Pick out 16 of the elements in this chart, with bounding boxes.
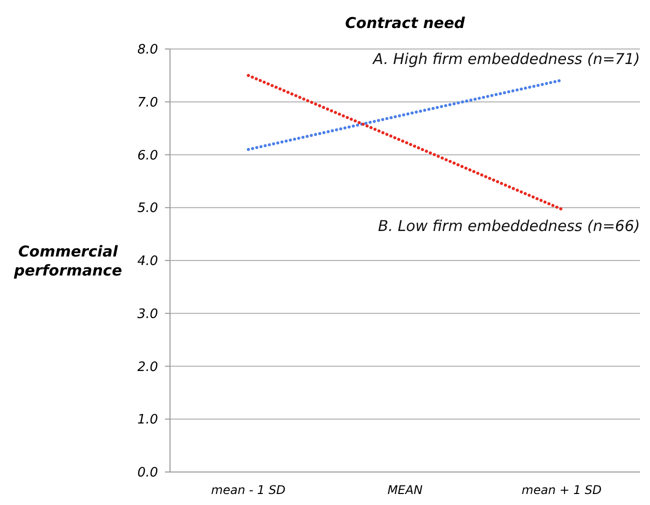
y-tick-label: 1.0	[137, 412, 158, 428]
x-tick-label: mean + 1 SD	[522, 483, 602, 497]
y-tick-label: 8.0	[137, 42, 158, 58]
y-tick-label: 6.0	[137, 148, 158, 164]
x-tick-label: MEAN	[387, 483, 423, 497]
y-axis-title: Commercial performance	[12, 242, 122, 280]
y-tick-label: 3.0	[137, 306, 158, 322]
y-tick-label: 7.0	[137, 95, 158, 110]
chart-title: Contract need	[345, 14, 466, 32]
y-tick-label: 4.0	[137, 254, 158, 270]
y-tick-label: 0.0	[137, 466, 158, 481]
y-tick-label: 2.0	[137, 360, 158, 375]
text: A. High firm embeddedness (n=71)	[372, 50, 640, 68]
text: B. Low firm embeddedness (n=66)	[378, 217, 640, 236]
y-tick-label: 5.0	[137, 201, 158, 216]
x-tick-label: mean - 1 SD	[211, 483, 286, 497]
